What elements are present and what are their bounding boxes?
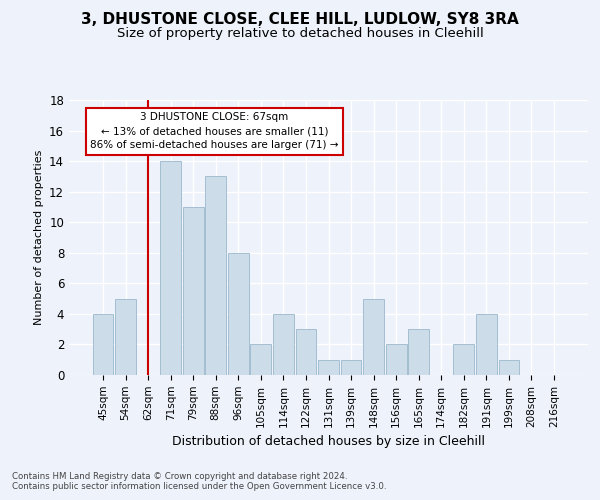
Bar [205,176,226,375]
Text: 3 DHUSTONE CLOSE: 67sqm
← 13% of detached houses are smaller (11)
86% of semi-de: 3 DHUSTONE CLOSE: 67sqm ← 13% of detache… [90,112,338,150]
Text: Contains HM Land Registry data © Crown copyright and database right 2024.: Contains HM Land Registry data © Crown c… [12,472,347,481]
Bar [296,329,316,375]
Bar [454,344,474,375]
Text: Size of property relative to detached houses in Cleehill: Size of property relative to detached ho… [116,28,484,40]
Bar [183,207,203,375]
Bar [115,298,136,375]
Bar [92,314,113,375]
Bar [250,344,271,375]
Bar [499,360,520,375]
Bar [341,360,361,375]
Text: 3, DHUSTONE CLOSE, CLEE HILL, LUDLOW, SY8 3RA: 3, DHUSTONE CLOSE, CLEE HILL, LUDLOW, SY… [81,12,519,28]
Y-axis label: Number of detached properties: Number of detached properties [34,150,44,325]
Text: Contains public sector information licensed under the Open Government Licence v3: Contains public sector information licen… [12,482,386,491]
Bar [318,360,339,375]
X-axis label: Distribution of detached houses by size in Cleehill: Distribution of detached houses by size … [172,435,485,448]
Bar [386,344,407,375]
Bar [160,161,181,375]
Bar [476,314,497,375]
Bar [228,253,248,375]
Bar [409,329,429,375]
Bar [273,314,294,375]
Bar [363,298,384,375]
